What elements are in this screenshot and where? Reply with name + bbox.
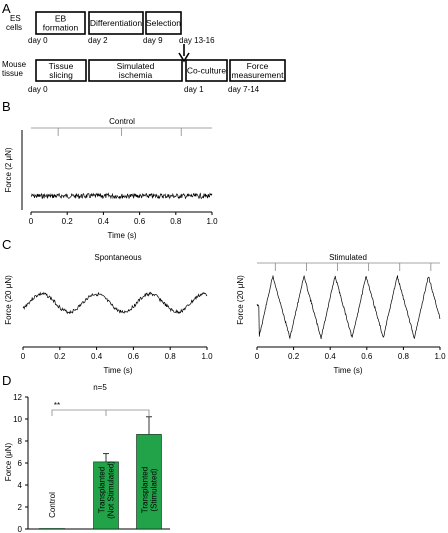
stimulated-x-tick-label: 0.6 bbox=[361, 352, 373, 361]
bar-y-tick-label: 8 bbox=[18, 437, 23, 446]
es-day-label-4: day 13-16 bbox=[179, 36, 215, 45]
es-cells-label-line1: ES bbox=[10, 14, 21, 23]
es-step-text-1: EB bbox=[55, 14, 67, 24]
bar-y-tick-label: 12 bbox=[13, 393, 22, 402]
bar-y-tick-label: 6 bbox=[18, 459, 23, 468]
tissue-step-text-4: measurement bbox=[232, 70, 285, 80]
control-x-tick-label: 0.8 bbox=[170, 217, 182, 226]
control-x-tick-label: 0.4 bbox=[98, 217, 110, 226]
bar-2 bbox=[93, 461, 119, 530]
control-ylabel: Force (2 μN) bbox=[4, 147, 13, 192]
panel-label-a: A bbox=[2, 1, 11, 16]
control-x-tick-label: 1.0 bbox=[206, 217, 218, 226]
es-step-text-1: formation bbox=[43, 23, 79, 33]
bar-y-tick-label: 2 bbox=[18, 503, 23, 512]
tissue-step-text-2: ischemia bbox=[119, 70, 153, 80]
tissue-step-box-1 bbox=[35, 59, 87, 82]
tissue-step-box-2 bbox=[88, 59, 183, 82]
stimulated-x-tick-label: 0.8 bbox=[398, 352, 410, 361]
stimulated-x-tick-label: 0.4 bbox=[325, 352, 337, 361]
bar-1 bbox=[39, 528, 65, 530]
panel-label-c: C bbox=[2, 237, 11, 252]
bar-y-tick-label: 4 bbox=[18, 481, 23, 490]
spontaneous-x-tick-label: 0.2 bbox=[54, 352, 66, 361]
arrow-head-icon bbox=[178, 52, 190, 63]
es-day-label-3: day 9 bbox=[143, 36, 163, 45]
control-xlabel: Time (s) bbox=[107, 231, 136, 240]
control-x-tick-label: 0.2 bbox=[62, 217, 74, 226]
es-step-box-3 bbox=[145, 11, 182, 35]
spontaneous-x-tick-label: 0.6 bbox=[128, 352, 140, 361]
significance-marker: ** bbox=[54, 401, 60, 410]
spontaneous-x-tick-label: 0 bbox=[21, 352, 26, 361]
spontaneous-title: Spontaneous bbox=[94, 253, 141, 262]
bar-y-tick-label: 10 bbox=[13, 415, 22, 424]
tissue-step-box-4 bbox=[229, 59, 286, 82]
panel-label-b: B bbox=[2, 99, 11, 114]
es-cells-label-line2: cells bbox=[6, 23, 22, 32]
n-label: n=5 bbox=[93, 383, 107, 392]
es-step-box-1 bbox=[35, 11, 86, 35]
spontaneous-ylabel: Force (20 μN) bbox=[4, 275, 13, 325]
control-trace-line bbox=[30, 192, 213, 200]
control-title: Control bbox=[109, 117, 135, 126]
significance-bracket bbox=[51, 409, 150, 416]
spontaneous-x-tick-label: 0.4 bbox=[91, 352, 103, 361]
tissue-day-label-3: day 7-14 bbox=[228, 85, 260, 94]
tissue-day-label-1: day 0 bbox=[28, 85, 48, 94]
stimulated-x-tick-label: 1.0 bbox=[434, 352, 446, 361]
mouse-tissue-label-line2: tissue bbox=[2, 69, 23, 78]
es-step-text-2: Differentiation bbox=[90, 18, 143, 28]
bar-category-label-2: (Not Stimulated) bbox=[107, 461, 116, 519]
stimulated-trace-line bbox=[256, 274, 441, 340]
stimulated-ylabel: Force (20 μN) bbox=[236, 275, 245, 325]
mouse-tissue-label-line1: Mouse bbox=[2, 60, 27, 69]
es-step-text-3: Selection bbox=[146, 18, 181, 28]
force-bar-chart: Force (μN) n=5 ** 0 2 4 6 8 10 12 Control Transp… bbox=[4, 383, 170, 533]
tissue-step-text-3: Co-culture bbox=[187, 66, 226, 76]
bar-y-tick-label: 0 bbox=[18, 525, 23, 533]
tissue-step-text-4: Force bbox=[247, 61, 269, 71]
force-trace-plots: Spontaneous Force (20 μN) Time (s) Stimu… bbox=[4, 253, 446, 375]
tissue-day-label-2: day 1 bbox=[184, 85, 204, 94]
es-day-label-2: day 2 bbox=[88, 36, 108, 45]
bar-category-label-3: (Stimulated) bbox=[150, 468, 159, 511]
tissue-step-box-3 bbox=[185, 59, 228, 82]
stimulated-x-tick-label: 0.2 bbox=[288, 352, 300, 361]
bar-category-label-3: Transplanted bbox=[141, 467, 150, 513]
bar-ylabel: Force (μN) bbox=[4, 442, 13, 481]
bar-category-label-2: Transplanted bbox=[98, 467, 107, 513]
stimulated-x-tick-label: 0 bbox=[255, 352, 260, 361]
stimulated-xlabel: Time (s) bbox=[333, 366, 362, 375]
spontaneous-x-tick-label: 0.8 bbox=[165, 352, 177, 361]
tissue-step-text-1: Tissue bbox=[49, 61, 74, 71]
bar-category-label-1: Control bbox=[48, 492, 57, 518]
spontaneous-x-tick-label: 1.0 bbox=[201, 352, 213, 361]
spontaneous-trace-line bbox=[22, 291, 208, 315]
spontaneous-xlabel: Time (s) bbox=[103, 366, 132, 375]
es-step-box-2 bbox=[88, 11, 144, 35]
control-x-tick-label: 0 bbox=[29, 217, 34, 226]
control-trace-plot: Control Force (2 μN) Time (s) 0 0.2 0.4 0.6… bbox=[4, 117, 218, 240]
panel-label-d: D bbox=[2, 373, 11, 388]
stimulated-title: Stimulated bbox=[329, 253, 367, 262]
control-x-tick-label: 0.6 bbox=[134, 217, 146, 226]
tissue-step-text-2: Simulated bbox=[117, 61, 155, 71]
es-day-label-1: day 0 bbox=[28, 36, 48, 45]
tissue-step-text-1: slicing bbox=[49, 70, 73, 80]
